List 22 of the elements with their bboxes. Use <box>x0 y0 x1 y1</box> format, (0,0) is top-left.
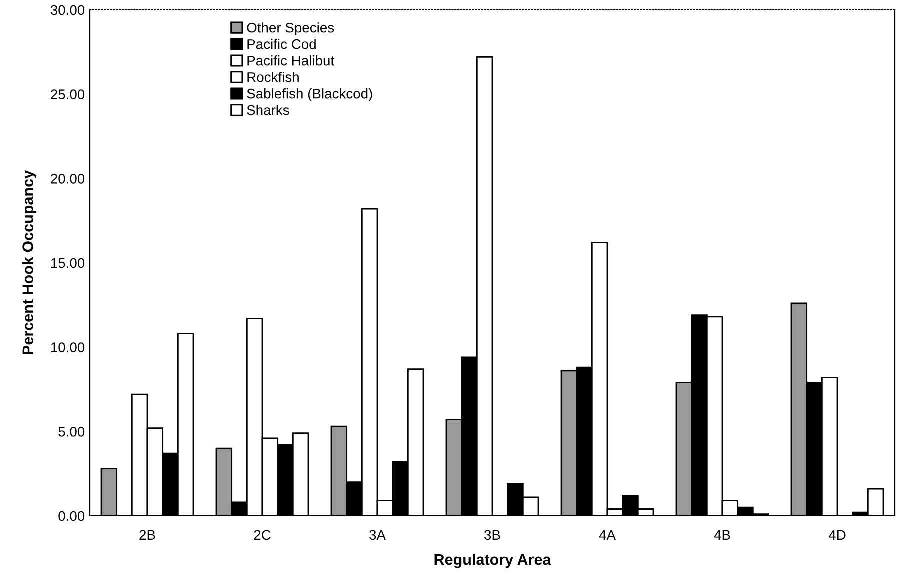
y-axis-title: Percent Hook Occupancy <box>22 170 36 355</box>
y-tick-label: 30.00 <box>50 5 85 16</box>
y-tick-label: 25.00 <box>51 90 85 100</box>
x-tick-label: 2B <box>140 530 156 540</box>
legend-label: Pacific Halibut <box>248 56 334 66</box>
x-tick-label: 2C <box>254 530 271 540</box>
x-tick-label: 4D <box>828 530 846 540</box>
x-tick-label: 4B <box>714 530 730 540</box>
legend-label: Sharks <box>247 105 290 116</box>
y-tick-label: 20.00 <box>51 174 85 184</box>
y-tick-label: 10.00 <box>51 342 85 353</box>
x-tick-label: 3B <box>484 530 500 540</box>
y-tick-label: 5.00 <box>58 427 85 437</box>
y-tick-label: 0.00 <box>58 511 85 522</box>
legend-label: Rockfish <box>248 72 299 82</box>
legend-label: Other Species <box>247 22 334 36</box>
x-tick-label: 4A <box>599 530 616 540</box>
legend-label: Pacific Cod <box>248 39 316 50</box>
y-tick-label: 15.00 <box>51 258 85 268</box>
x-axis-title: Regulatory Area <box>434 554 552 568</box>
x-tick-label: 3A <box>370 530 386 540</box>
legend-label: Sablefish (Blackcod) <box>247 88 372 102</box>
